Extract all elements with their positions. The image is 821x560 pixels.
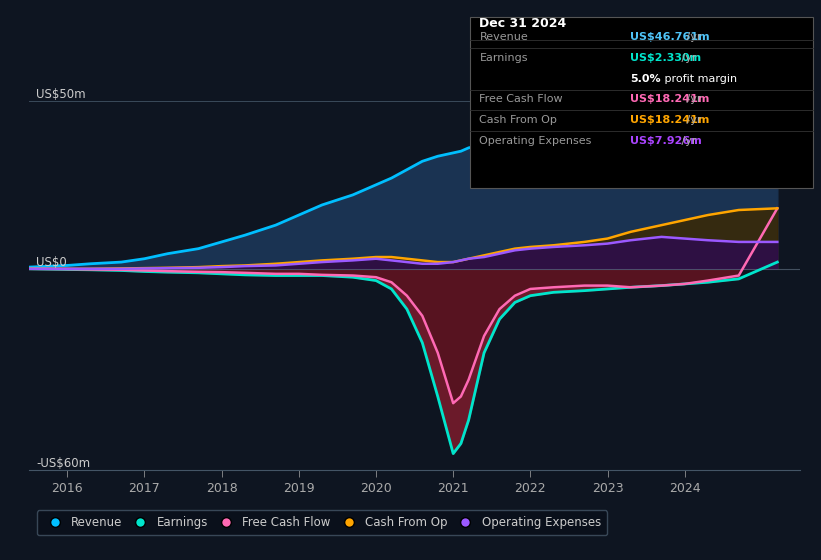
Text: US$46.761m: US$46.761m (630, 32, 709, 43)
Text: US$2.330m: US$2.330m (630, 53, 701, 63)
Text: /yr: /yr (678, 53, 696, 63)
Text: profit margin: profit margin (661, 74, 737, 84)
Text: US$18.241m: US$18.241m (630, 115, 709, 125)
Text: Cash From Op: Cash From Op (479, 115, 557, 125)
Text: US$7.926m: US$7.926m (630, 136, 701, 146)
Text: /yr: /yr (678, 136, 696, 146)
Text: Revenue: Revenue (479, 32, 528, 43)
Text: /yr: /yr (683, 115, 702, 125)
Text: /yr: /yr (683, 32, 702, 43)
Text: -US$60m: -US$60m (36, 458, 90, 470)
Text: US$50m: US$50m (36, 88, 86, 101)
Text: /yr: /yr (683, 95, 702, 105)
Text: US$0: US$0 (36, 256, 67, 269)
Text: Free Cash Flow: Free Cash Flow (479, 95, 563, 105)
Text: 5.0%: 5.0% (630, 74, 660, 84)
Text: Earnings: Earnings (479, 53, 528, 63)
Text: Operating Expenses: Operating Expenses (479, 136, 592, 146)
Text: Dec 31 2024: Dec 31 2024 (479, 17, 566, 30)
Legend: Revenue, Earnings, Free Cash Flow, Cash From Op, Operating Expenses: Revenue, Earnings, Free Cash Flow, Cash … (37, 510, 607, 535)
Text: US$18.241m: US$18.241m (630, 95, 709, 105)
